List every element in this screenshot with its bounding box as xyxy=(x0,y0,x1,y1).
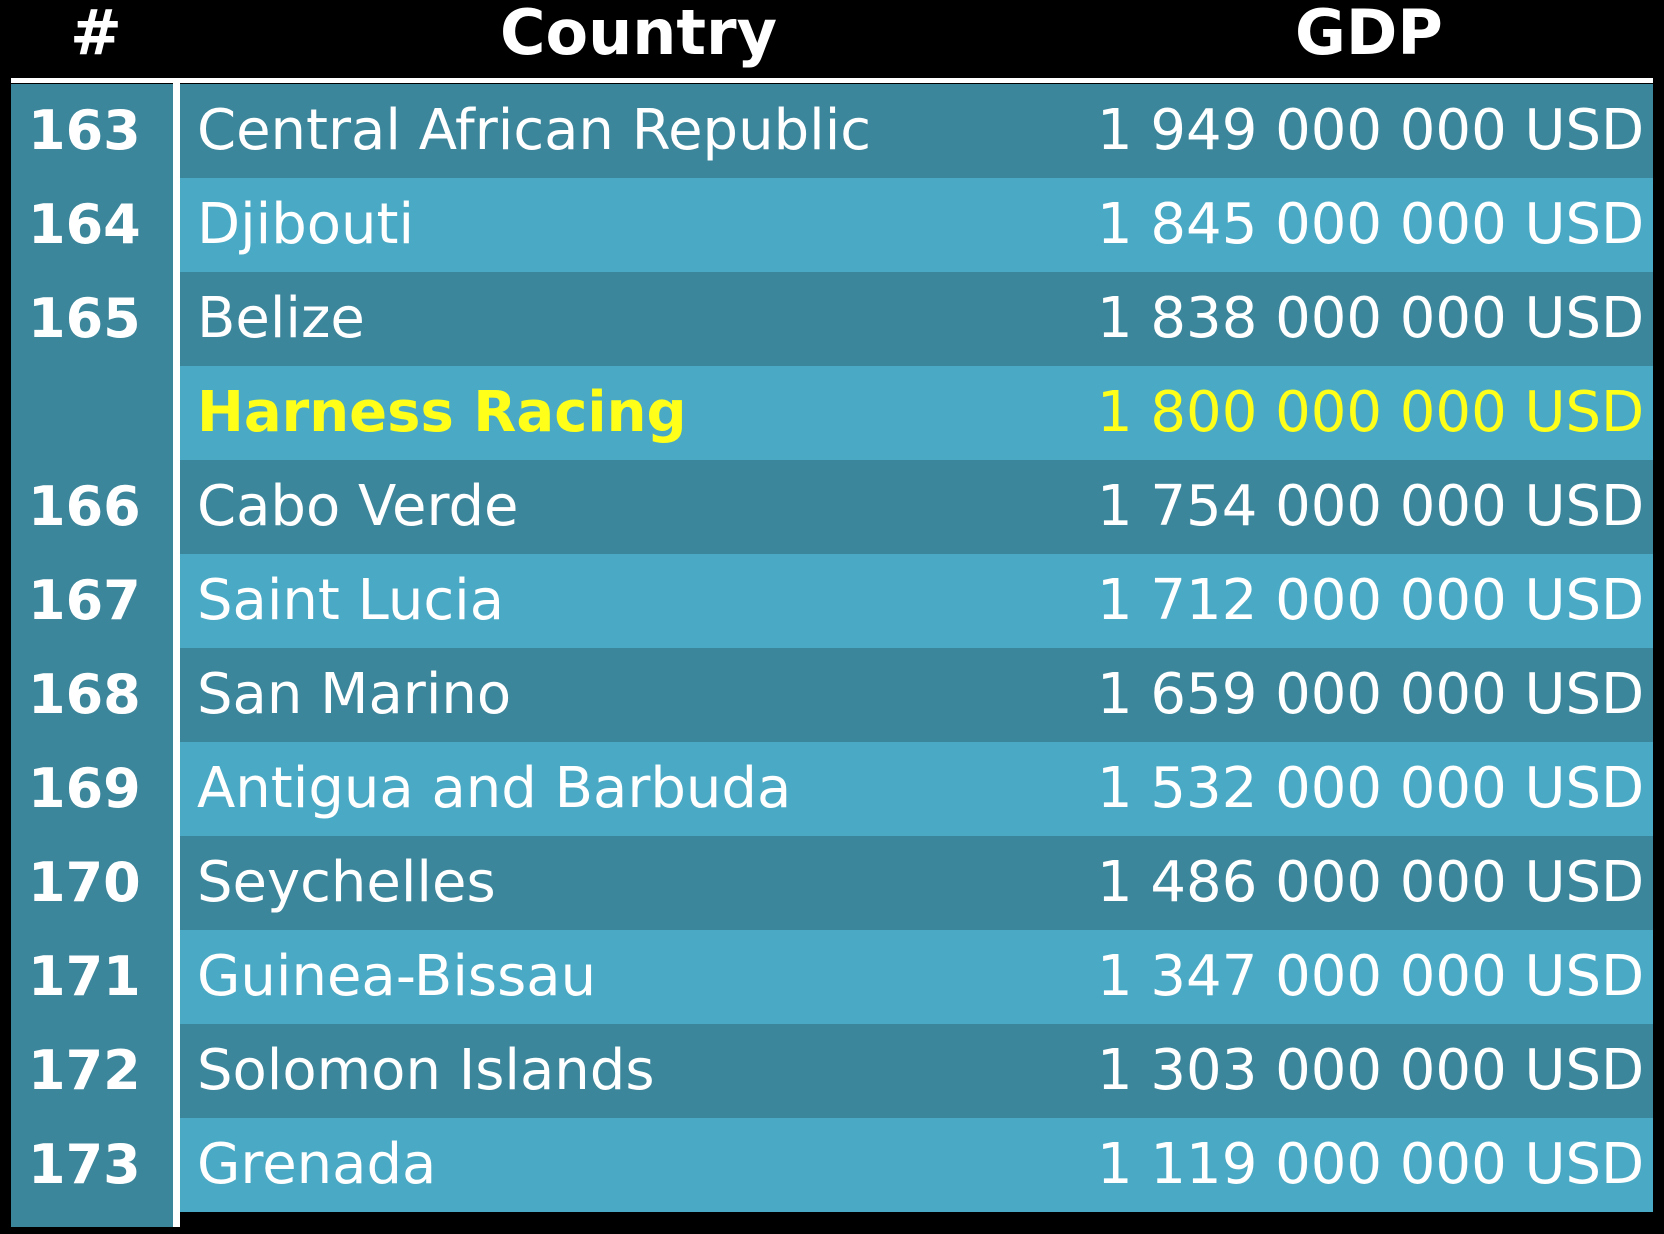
row-background xyxy=(180,1118,1653,1212)
row-background xyxy=(180,742,1653,836)
country-cell: Harness Racing xyxy=(197,380,687,445)
rank-cell: 167 xyxy=(28,569,141,632)
rank-cell: 172 xyxy=(28,1039,141,1102)
gdp-cell: 1 659 000 000 USD xyxy=(1097,662,1645,727)
row-background xyxy=(180,930,1653,1024)
row-background xyxy=(180,836,1653,930)
gdp-cell: 1 119 000 000 USD xyxy=(1097,1132,1645,1197)
table-row: 165 Belize 1 838 000 000 USD xyxy=(0,272,1664,366)
column-divider xyxy=(173,80,180,1227)
country-cell: Guinea-Bissau xyxy=(197,944,597,1009)
rank-cell: 165 xyxy=(28,287,141,350)
country-cell: Seychelles xyxy=(197,850,496,915)
table-row: 171 Guinea-Bissau 1 347 000 000 USD xyxy=(0,930,1664,1024)
rank-cell: 170 xyxy=(28,851,141,914)
row-background xyxy=(180,84,1653,178)
rank-cell: 169 xyxy=(28,757,141,820)
row-background xyxy=(180,1024,1653,1118)
table-row: 173 Grenada 1 119 000 000 USD xyxy=(0,1118,1664,1212)
country-cell: Saint Lucia xyxy=(197,568,505,633)
country-cell: Belize xyxy=(197,286,365,351)
gdp-cell: 1 845 000 000 USD xyxy=(1097,192,1645,257)
gdp-cell: 1 347 000 000 USD xyxy=(1097,944,1645,1009)
rank-cell: 171 xyxy=(28,945,141,1008)
table-row: 168 San Marino 1 659 000 000 USD xyxy=(0,648,1664,742)
row-background xyxy=(180,648,1653,742)
row-background xyxy=(180,178,1653,272)
gdp-cell: 1 532 000 000 USD xyxy=(1097,756,1645,821)
table-row: 163 Central African Republic 1 949 000 000… xyxy=(0,84,1664,178)
rank-cell xyxy=(28,366,168,460)
country-cell: Central African Republic xyxy=(197,98,872,163)
row-background xyxy=(180,366,1653,460)
gdp-cell: 1 486 000 000 USD xyxy=(1097,850,1645,915)
gdp-cell: 1 800 000 000 USD xyxy=(1097,380,1645,445)
rank-cell: 166 xyxy=(28,475,141,538)
table-row: 164 Djibouti 1 845 000 000 USD xyxy=(0,178,1664,272)
gdp-cell: 1 303 000 000 USD xyxy=(1097,1038,1645,1103)
row-background xyxy=(180,554,1653,648)
gdp-cell: 1 754 000 000 USD xyxy=(1097,474,1645,539)
table-row: 169 Antigua and Barbuda 1 532 000 000 USD xyxy=(0,742,1664,836)
country-cell: Grenada xyxy=(197,1132,437,1197)
table-header: # Country GDP xyxy=(0,0,1664,80)
rank-cell: 168 xyxy=(28,663,141,726)
rank-cell: 164 xyxy=(28,193,141,256)
gdp-cell: 1 838 000 000 USD xyxy=(1097,286,1645,351)
country-cell: San Marino xyxy=(197,662,512,727)
country-cell: Djibouti xyxy=(197,192,415,257)
table-body: 163 Central African Republic 1 949 000 000… xyxy=(0,84,1664,1212)
country-column-header: Country xyxy=(500,0,778,69)
country-cell: Antigua and Barbuda xyxy=(197,756,792,821)
rank-cell: 173 xyxy=(28,1133,141,1196)
row-background xyxy=(180,460,1653,554)
table-row: 166 Cabo Verde 1 754 000 000 USD xyxy=(0,460,1664,554)
table-row: 172 Solomon Islands 1 303 000 000 USD xyxy=(0,1024,1664,1118)
gdp-cell: 1 712 000 000 USD xyxy=(1097,568,1645,633)
country-cell: Solomon Islands xyxy=(197,1038,655,1103)
gdp-cell: 1 949 000 000 USD xyxy=(1097,98,1645,163)
table-row: Harness Racing 1 800 000 000 USD xyxy=(0,366,1664,460)
table-row: 167 Saint Lucia 1 712 000 000 USD xyxy=(0,554,1664,648)
header-divider xyxy=(11,78,1653,83)
row-background xyxy=(180,272,1653,366)
rank-column-background xyxy=(11,84,173,1227)
gdp-column-header: GDP xyxy=(1295,0,1443,69)
table-row: 170 Seychelles 1 486 000 000 USD xyxy=(0,836,1664,930)
rank-column-header: # xyxy=(70,0,122,69)
country-cell: Cabo Verde xyxy=(197,474,519,539)
rank-cell: 163 xyxy=(28,99,141,162)
